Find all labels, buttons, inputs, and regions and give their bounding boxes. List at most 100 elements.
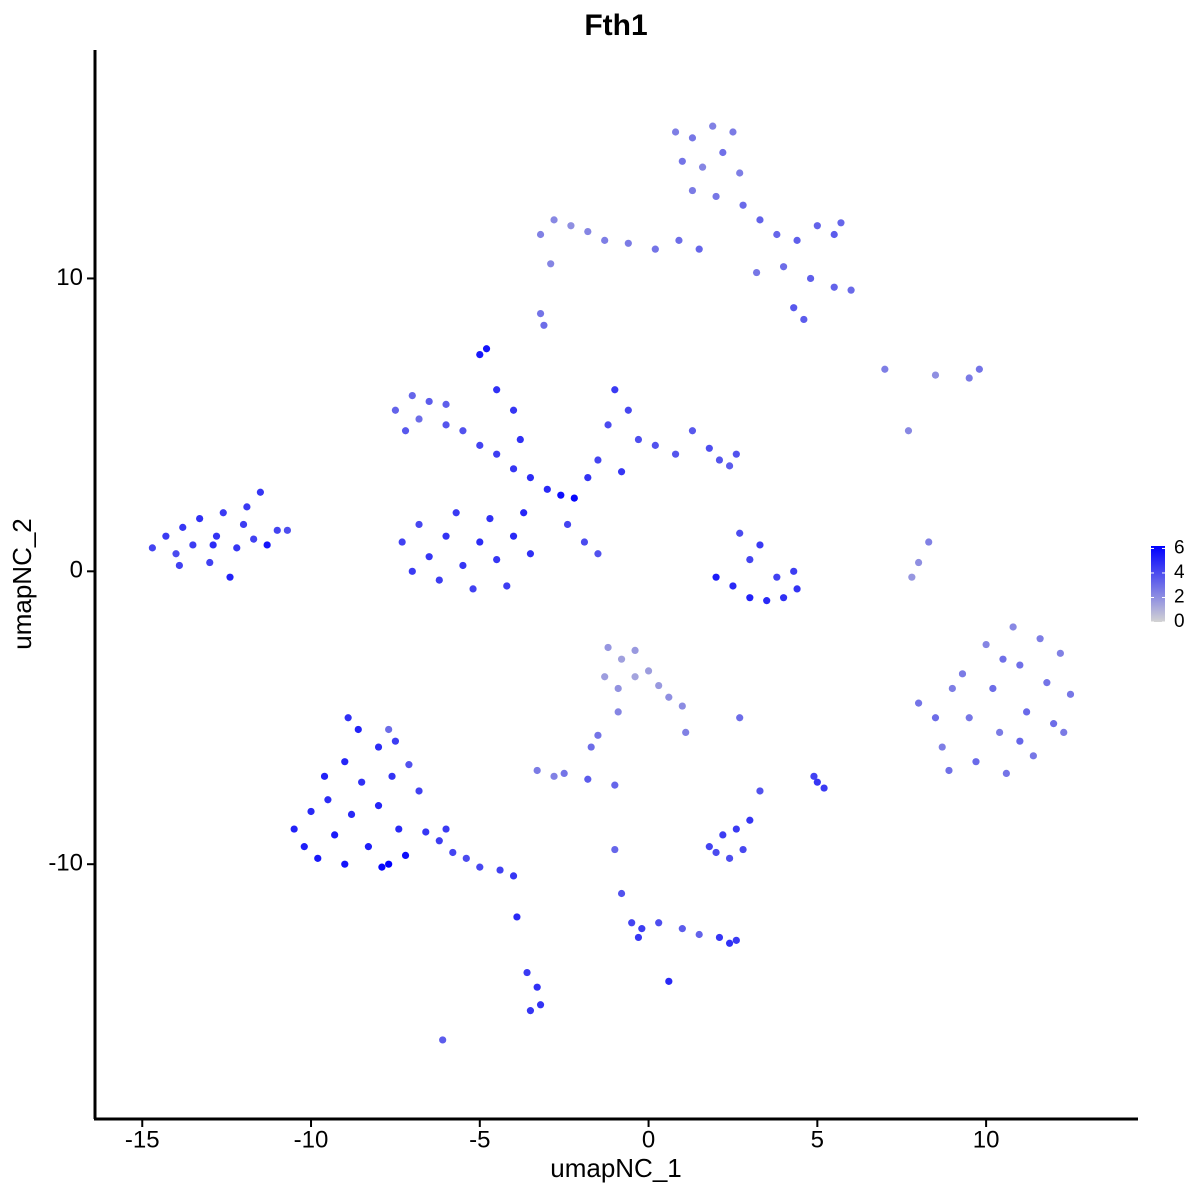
cell-point xyxy=(435,837,443,845)
cell-point xyxy=(881,365,889,373)
cell-point xyxy=(496,866,504,874)
cell-point xyxy=(736,529,744,537)
cell-point xyxy=(965,714,973,722)
cell-point xyxy=(439,1036,447,1044)
cell-point xyxy=(405,761,413,769)
cell-point xyxy=(324,796,332,804)
cell-point xyxy=(503,582,511,590)
cell-point xyxy=(631,646,639,654)
cell-point xyxy=(1016,661,1024,669)
cell-point xyxy=(509,406,518,414)
cell-point xyxy=(611,845,619,854)
cell-point xyxy=(695,930,703,939)
cell-point xyxy=(614,684,622,693)
cell-point xyxy=(425,553,433,561)
cell-point xyxy=(273,526,281,534)
cell-point xyxy=(1023,708,1031,716)
cell-point xyxy=(509,465,518,473)
cell-point xyxy=(719,831,727,839)
x-axis-label: umapNC_1 xyxy=(550,1153,682,1183)
cell-point xyxy=(520,509,528,517)
cell-point xyxy=(732,825,740,833)
cell-point xyxy=(729,128,737,136)
cell-point xyxy=(557,491,565,499)
cell-point xyxy=(948,684,956,693)
cell-point xyxy=(543,485,551,493)
cell-point xyxy=(526,550,535,558)
cell-point xyxy=(587,743,595,751)
cell-point xyxy=(560,769,568,778)
cell-point xyxy=(611,386,619,394)
cell-point xyxy=(250,535,258,543)
cell-point xyxy=(408,391,416,400)
cell-point xyxy=(790,567,798,575)
cell-point xyxy=(712,573,720,581)
cell-point xyxy=(567,222,575,230)
cell-point xyxy=(746,594,754,602)
cell-point xyxy=(739,201,747,209)
cell-point xyxy=(712,848,720,857)
cell-point xyxy=(314,854,322,862)
cell-point xyxy=(233,544,241,552)
cell-point xyxy=(172,550,180,558)
cell-point xyxy=(212,532,221,540)
cell-point xyxy=(793,585,801,593)
cell-point xyxy=(1066,690,1075,698)
cell-point xyxy=(493,556,501,564)
cell-point xyxy=(347,810,356,819)
cell-point xyxy=(628,919,636,927)
cell-point xyxy=(452,509,460,517)
cell-point xyxy=(634,435,643,444)
cell-point xyxy=(300,843,308,851)
cell-point xyxy=(638,925,646,933)
cell-point xyxy=(449,848,457,857)
cell-point xyxy=(580,538,589,546)
cell-point xyxy=(415,415,423,423)
x-tick-label: 0 xyxy=(642,1126,655,1153)
cell-point xyxy=(725,939,734,947)
cell-point xyxy=(1050,720,1058,728)
cell-point xyxy=(756,541,764,549)
cell-point xyxy=(493,450,501,458)
chart-title: Fth1 xyxy=(584,9,647,42)
cell-point xyxy=(584,474,592,482)
cell-point xyxy=(175,561,183,570)
y-axis-label: umapNC_2 xyxy=(7,518,37,650)
cell-point xyxy=(725,854,734,862)
cell-point xyxy=(401,851,410,860)
cell-point xyxy=(813,222,821,230)
cell-point xyxy=(594,731,602,739)
cell-point xyxy=(709,122,717,130)
cell-point xyxy=(526,474,535,482)
cell-point xyxy=(482,345,491,353)
cell-point xyxy=(830,283,838,291)
cell-point xyxy=(763,597,771,605)
cell-point xyxy=(509,532,518,540)
cell-point xyxy=(263,541,271,549)
cell-point xyxy=(341,860,349,868)
colorbar-tick-label: 4 xyxy=(1174,562,1185,583)
cell-point xyxy=(779,594,788,602)
cell-point xyxy=(584,227,592,236)
cell-point xyxy=(655,919,663,927)
cell-point xyxy=(925,538,933,546)
cell-point xyxy=(904,427,913,435)
cell-point xyxy=(644,667,653,675)
cell-point xyxy=(611,781,619,789)
x-tick-label: -5 xyxy=(469,1126,490,1153)
cell-point xyxy=(395,825,403,833)
cell-point xyxy=(756,216,764,224)
cell-point xyxy=(391,737,400,745)
cell-point xyxy=(631,673,639,681)
cell-point xyxy=(584,775,592,783)
cell-point xyxy=(459,427,467,435)
cell-point xyxy=(307,807,315,816)
cell-point xyxy=(358,778,366,786)
cell-point xyxy=(1043,679,1051,687)
cell-point xyxy=(1009,623,1017,631)
cell-point xyxy=(385,860,393,868)
cell-point xyxy=(688,134,697,142)
cell-point xyxy=(756,787,764,795)
cell-point xyxy=(388,772,396,780)
